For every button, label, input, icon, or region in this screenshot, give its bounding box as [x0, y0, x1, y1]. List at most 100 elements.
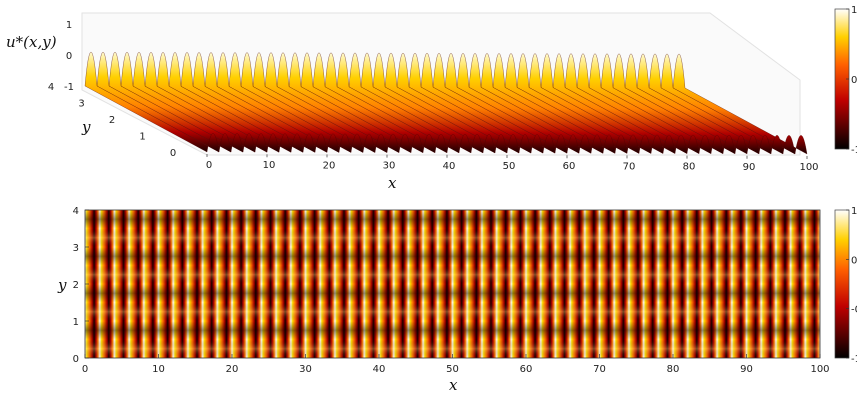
heatmap-x-ticks: 0 10 20 30 40 50 60 70 80 90 100	[82, 354, 830, 375]
surface-z-tick-label: 0	[66, 51, 72, 62]
surface-strip	[288, 52, 424, 153]
heatmap-x-tick-label: 70	[593, 364, 606, 375]
heatmap-x-tick-label: 90	[740, 364, 753, 375]
heatmap-colorbar-ticks: 1 0. -0 -1	[846, 206, 857, 365]
surface-strip	[528, 53, 664, 154]
surface-strip	[624, 53, 760, 155]
surface-strip	[468, 53, 604, 154]
heatmap-colorbar-bar	[834, 209, 850, 359]
surface-strip	[168, 52, 304, 153]
surface-strips	[84, 51, 808, 155]
surface-y-tick-label: 2	[109, 115, 115, 126]
surface-strip	[672, 53, 808, 155]
heatmap-xlabel: x	[449, 376, 458, 393]
surface-strip	[180, 52, 316, 153]
surface-strip	[336, 52, 472, 154]
colorbar-tick-label: -1	[851, 354, 857, 365]
surface-plot: 0 10 20 30 40 50 60 70 80 90 100 0 1 2 3 4 -1 0 1 u*(x,y…	[6, 12, 819, 192]
surface-strip	[420, 52, 556, 154]
surface-strip	[312, 52, 448, 154]
heatmap-x-tick-label: 100	[810, 364, 829, 375]
surface-x-tick-label: 100	[799, 162, 818, 173]
surface-x-tick-label: 0	[206, 160, 212, 171]
surface-strip	[96, 51, 232, 153]
surface-strip	[252, 52, 388, 153]
heatmap-x-tick-label: 40	[373, 364, 386, 375]
heatmap-y-tick-label: 1	[73, 317, 79, 328]
surface-y-tick-label: 3	[78, 99, 84, 110]
surface-x-tick-label: 30	[383, 161, 396, 172]
surface-x-tick-label: 60	[563, 161, 576, 172]
surface-strip	[612, 53, 748, 155]
surface-strip	[372, 52, 508, 154]
surface-strip	[204, 52, 340, 153]
heatmap-y-tick-label: 3	[73, 243, 79, 254]
colorbar-tick-label: 1	[851, 206, 857, 217]
surface-strip	[144, 52, 280, 153]
surface-x-tick-label: 10	[263, 160, 276, 171]
surface-strip	[84, 51, 220, 153]
surface-z-tick-label: 1	[66, 20, 72, 31]
surface-x-tick-label: 80	[683, 162, 696, 173]
surface-strip	[480, 53, 616, 154]
heatmap-x-tick-label: 20	[226, 364, 239, 375]
surface-strip	[228, 52, 364, 153]
colorbar-tick-label: 1	[851, 5, 857, 16]
heatmap-x-tick-label: 10	[152, 364, 165, 375]
surface-ylabel: y	[81, 118, 91, 136]
surface-strip	[156, 52, 292, 153]
colorbar-tick-label: -1	[851, 145, 857, 156]
surface-y-tick-label: 1	[139, 132, 145, 143]
heatmap-x-tick-label: 0	[82, 364, 88, 375]
surface-y-tick-label: 4	[48, 82, 54, 93]
surface-colorbar: 1 0 -1	[834, 5, 857, 156]
surface-strip	[216, 52, 352, 153]
surface-y-tick-label: 0	[170, 148, 176, 159]
heatmap-y-tick-label: 2	[73, 280, 79, 291]
surface-strip	[408, 52, 544, 154]
surface-strip	[588, 53, 724, 154]
surface-strip	[516, 53, 652, 154]
colorbar-tick-label: 0	[851, 75, 857, 86]
surface-strip	[564, 53, 700, 154]
heatmap-y-tick-label: 4	[73, 206, 79, 217]
heatmap-x-tick-label: 30	[299, 364, 312, 375]
surface-strip	[456, 53, 592, 154]
surface-x-tick-label: 50	[503, 161, 516, 172]
heatmap-x-tick-label: 60	[520, 364, 533, 375]
surface-strip	[576, 53, 712, 154]
surface-strip	[492, 53, 628, 154]
surface-x-tick-label: 70	[623, 161, 636, 172]
colorbar-tick-label: -0	[851, 305, 857, 316]
surface-x-tick-label: 20	[323, 160, 336, 171]
surface-z-ticks: -1 0 1	[64, 20, 74, 93]
surface-strip	[300, 52, 436, 154]
colorbar-tick-label: 0.	[851, 255, 857, 266]
heatmap-x-tick-label: 80	[667, 364, 680, 375]
surface-strip	[348, 52, 484, 154]
surface-strip	[648, 53, 784, 155]
surface-strip	[324, 52, 460, 154]
surface-colorbar-ticks: 1 0 -1	[846, 5, 857, 156]
surface-strip	[396, 52, 532, 154]
surface-y-ticks: 0 1 2 3 4	[48, 82, 176, 159]
surface-strip	[660, 53, 796, 155]
surface-strip	[132, 52, 268, 153]
surface-strip	[192, 52, 328, 153]
surface-x-ticks: 0 10 20 30 40 50 60 70 80 90 100	[206, 154, 819, 173]
surface-strip	[504, 53, 640, 154]
heatmap-image	[85, 210, 820, 358]
surface-strip	[384, 52, 520, 154]
surface-strip	[240, 52, 376, 153]
heatmap-y-ticks: 0 1 2 3 4	[73, 206, 89, 365]
surface-strip	[120, 51, 256, 153]
surface-zlabel: u*(x,y)	[6, 33, 57, 51]
surface-z-tick-label: -1	[64, 82, 74, 93]
heatmap-x-tick-label: 50	[446, 364, 459, 375]
surface-xlabel: x	[388, 174, 397, 192]
surface-strip	[444, 53, 580, 154]
surface-strip	[600, 53, 736, 155]
surface-x-tick-label: 90	[743, 162, 756, 173]
heatmap-plot: 0 10 20 30 40 50 60 70 80 90 100 0 1 2 3 4 y x	[57, 206, 830, 393]
